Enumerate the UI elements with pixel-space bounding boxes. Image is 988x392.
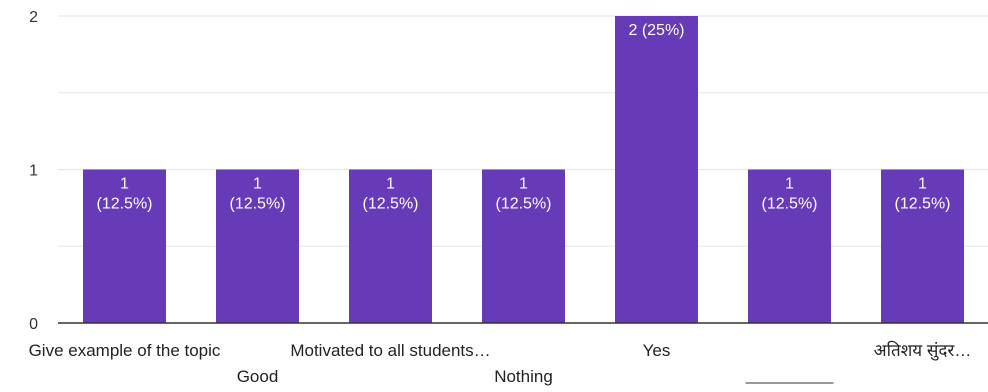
data-label: 2 (25%) bbox=[628, 22, 684, 39]
x-tick-label: Good bbox=[237, 367, 279, 386]
bar bbox=[615, 16, 698, 323]
x-tick-label: Give example of the topic bbox=[29, 341, 221, 360]
data-label: (12.5%) bbox=[761, 196, 817, 213]
bar bbox=[83, 169, 166, 323]
bar bbox=[881, 169, 964, 323]
data-label: 1 bbox=[918, 176, 927, 193]
data-label: 1 bbox=[519, 176, 528, 193]
data-label: 1 bbox=[253, 176, 262, 193]
y-tick-label: 1 bbox=[29, 163, 38, 180]
bar bbox=[748, 169, 831, 323]
y-tick-label: 2 bbox=[29, 9, 38, 26]
x-tick-label: अतिशय सुंदर… bbox=[874, 340, 972, 361]
bar bbox=[482, 169, 565, 323]
x-tick-label: Nothing bbox=[494, 367, 553, 386]
bar bbox=[349, 169, 432, 323]
data-label: (12.5%) bbox=[362, 196, 418, 213]
data-label: (12.5%) bbox=[96, 196, 152, 213]
data-label: (12.5%) bbox=[894, 196, 950, 213]
bar bbox=[216, 169, 299, 323]
x-tick-label: Motivated to all students… bbox=[290, 341, 490, 360]
data-label: (12.5%) bbox=[495, 196, 551, 213]
data-label: (12.5%) bbox=[229, 196, 285, 213]
data-label: 1 bbox=[386, 176, 395, 193]
data-label: 1 bbox=[120, 176, 129, 193]
data-label: 1 bbox=[785, 176, 794, 193]
y-tick-label: 0 bbox=[29, 316, 38, 333]
x-tick-label: Yes bbox=[643, 341, 671, 360]
